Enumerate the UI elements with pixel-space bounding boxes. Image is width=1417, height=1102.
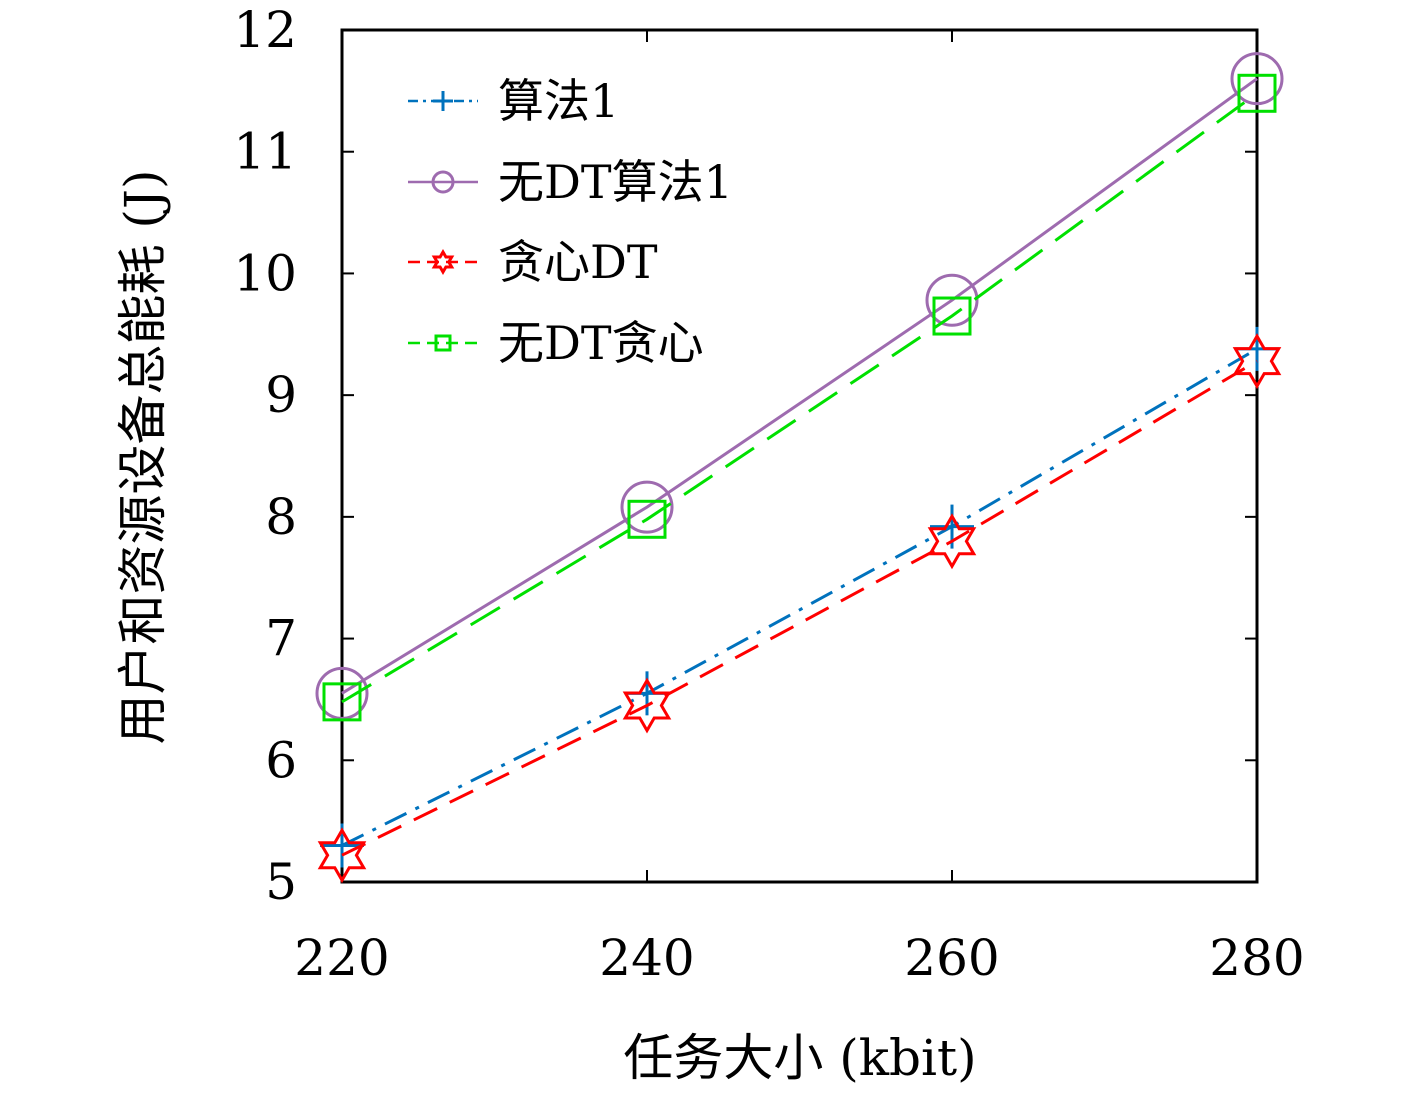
legend-marker — [434, 334, 452, 352]
series-2 — [315, 52, 1284, 720]
legend-label: 贪心DT — [498, 235, 658, 289]
y-tick-label: 5 — [265, 853, 297, 911]
legend-marker — [431, 170, 455, 194]
y-tick-label: 9 — [265, 366, 297, 424]
x-tick-label: 260 — [904, 929, 999, 987]
series-layer — [315, 52, 1284, 884]
legend-label: 无DT算法1 — [498, 155, 733, 209]
series-3 — [317, 333, 1282, 884]
y-tick-label: 11 — [233, 123, 297, 181]
legend-marker — [433, 91, 453, 111]
data-point — [315, 666, 369, 720]
legend-entry: 算法1 — [408, 74, 619, 128]
x-tick-label: 280 — [1209, 929, 1304, 987]
data-point — [322, 682, 362, 722]
y-tick-label: 6 — [265, 731, 297, 789]
y-tick-label: 12 — [233, 1, 297, 59]
x-tick-label: 240 — [599, 929, 694, 987]
data-point — [1237, 73, 1277, 113]
series-4 — [322, 73, 1277, 722]
data-point — [622, 677, 672, 734]
y-tick-label: 8 — [265, 488, 297, 546]
legend-entry: 无DT贪心 — [408, 316, 704, 370]
y-tick-label: 10 — [233, 244, 297, 302]
series-line — [341, 359, 1258, 857]
data-point — [317, 827, 367, 884]
x-axis-title: 任务大小 (kbit) — [623, 1029, 976, 1087]
legend-marker — [431, 249, 455, 275]
data-point — [1230, 52, 1284, 106]
data-point — [932, 296, 972, 336]
legend-label: 无DT贪心 — [498, 316, 704, 370]
legend-label: 算法1 — [498, 74, 619, 128]
data-point — [620, 480, 674, 534]
axes-layer: 220 240 260 280 5 6 7 8 9 10 11 12 — [233, 1, 1304, 987]
y-axis-title: 用户和资源设备总能耗 (J) — [114, 170, 172, 745]
series-line — [341, 347, 1258, 847]
y-tick-label: 7 — [265, 610, 297, 668]
data-point — [927, 513, 977, 570]
series-1 — [320, 326, 1279, 868]
series-line — [341, 77, 1258, 695]
data-point — [925, 273, 979, 327]
data-point — [627, 499, 667, 539]
plot-frame — [340, 28, 1259, 884]
x-tick-label: 220 — [294, 929, 389, 987]
legend-entry: 无DT算法1 — [408, 155, 733, 209]
legend-entry: 贪心DT — [408, 235, 658, 289]
data-point — [1232, 333, 1282, 390]
legend: 算法1 无DT算法1 贪心DT 无DT贪心 — [408, 74, 733, 370]
series-line — [341, 92, 1258, 704]
